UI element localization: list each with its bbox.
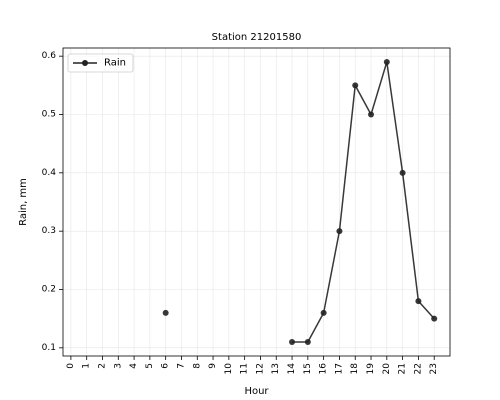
plot-frame bbox=[62, 47, 451, 357]
x-tick-label: 20 bbox=[382, 363, 392, 375]
data-point bbox=[336, 228, 343, 235]
data-point bbox=[352, 82, 359, 89]
ticks: 0 1 2 3 4 5 6 7 8 9 10 11 12 13 14 15 16 17 18 19 20 21 22 230.… bbox=[42, 51, 440, 374]
y-tick-label: 0.1 bbox=[42, 343, 56, 353]
y-tick-label: 0.4 bbox=[42, 168, 57, 178]
data-point bbox=[304, 339, 311, 345]
x-tick-label: 15 bbox=[303, 363, 313, 374]
x-tick-label: 16 bbox=[319, 363, 329, 375]
data-point bbox=[320, 309, 327, 316]
x-tick-label: 9 bbox=[208, 363, 218, 369]
x-tick-label: 21 bbox=[398, 363, 408, 374]
data-point bbox=[399, 169, 406, 176]
x-tick-label: 4 bbox=[129, 363, 139, 369]
x-tick-label: 11 bbox=[240, 363, 250, 374]
y-tick-label: 0.5 bbox=[42, 110, 56, 120]
x-tick-label: 12 bbox=[255, 363, 265, 374]
x-tick-label: 10 bbox=[224, 363, 234, 375]
x-tick-label: 2 bbox=[97, 363, 107, 369]
x-tick-label: 6 bbox=[161, 363, 171, 369]
legend-marker-swatch bbox=[82, 60, 88, 66]
data-point bbox=[162, 309, 169, 316]
legend: Rain bbox=[67, 53, 134, 73]
x-tick-label: 19 bbox=[366, 363, 376, 375]
x-tick-label: 17 bbox=[334, 363, 344, 374]
x-tick-label: 1 bbox=[82, 363, 92, 369]
x-tick-label: 8 bbox=[192, 363, 202, 369]
series-line-rain bbox=[292, 61, 435, 343]
data-point bbox=[415, 298, 422, 305]
x-tick-label: 0 bbox=[66, 363, 76, 369]
x-tick-label: 14 bbox=[287, 363, 297, 375]
chart-title: Station 21201580 bbox=[212, 32, 302, 43]
x-tick-label: 23 bbox=[429, 363, 439, 374]
data-point bbox=[368, 111, 375, 118]
grid bbox=[63, 48, 450, 356]
series-layer bbox=[162, 59, 438, 345]
data-point bbox=[383, 59, 390, 65]
x-axis-label: Hour bbox=[244, 386, 269, 397]
x-tick-label: 13 bbox=[271, 363, 281, 374]
legend-label-rain: Rain bbox=[104, 58, 126, 69]
y-axis-label: Rain, mm bbox=[18, 178, 29, 226]
x-tick-label: 5 bbox=[145, 363, 155, 369]
y-tick-label: 0.2 bbox=[42, 285, 56, 295]
x-tick-label: 3 bbox=[113, 363, 123, 369]
data-point bbox=[289, 339, 296, 345]
y-tick-label: 0.3 bbox=[42, 226, 56, 236]
legend-box bbox=[67, 53, 134, 73]
data-point bbox=[431, 315, 438, 322]
x-tick-label: 18 bbox=[350, 363, 360, 375]
x-tick-label: 7 bbox=[176, 363, 186, 369]
y-tick-label: 0.6 bbox=[42, 51, 57, 61]
x-tick-label: 22 bbox=[413, 363, 423, 374]
